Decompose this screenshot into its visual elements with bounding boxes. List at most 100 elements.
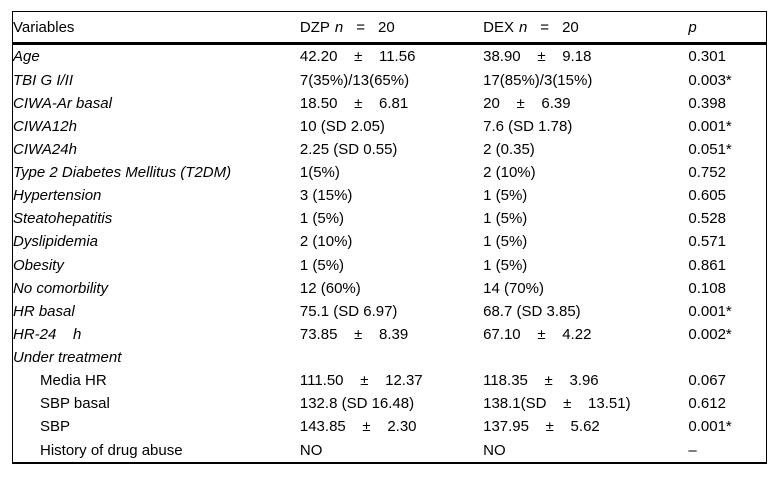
- variable-label: SBP: [40, 418, 71, 436]
- dex-value: 137.95 ± 5.62: [483, 418, 600, 436]
- table-row: CIWA24h 2.25 (SD 0.55) 2 (0.35) 0.051*: [13, 138, 767, 161]
- variable-label: HR-24 h: [13, 325, 82, 343]
- table-row: Age 42.20 ± 11.56 38.90 ± 9.18 0.301: [13, 44, 767, 69]
- variable-label: Steatohepatitis: [13, 210, 113, 228]
- table-row: CIWA-Ar basal 18.50 ± 6.81 20 ± 6.39 0.398: [13, 92, 767, 115]
- dzp-value: 10 (SD 2.05): [299, 117, 385, 135]
- comparison-table: Variables DZP n = 20 DEX n = 20 p Age 42.20 ± 1…: [12, 11, 767, 464]
- dzp-value: 1(5%): [299, 164, 340, 182]
- variable-label: Age: [13, 48, 40, 66]
- dex-value: 2 (10%): [483, 164, 536, 182]
- p-value: 0.571: [688, 233, 726, 251]
- dex-sample-size: 20: [562, 18, 579, 36]
- dzp-value: 2 (10%): [299, 233, 353, 251]
- variable-label: SBP basal: [40, 395, 110, 413]
- dzp-value: 1 (5%): [299, 256, 345, 274]
- variable-label: Type 2 Diabetes Mellitus (T2DM): [13, 164, 232, 182]
- dex-value: 1 (5%): [483, 233, 528, 251]
- dzp-value: 7(35%)/13(65%): [299, 71, 410, 89]
- p-value: 0.067: [688, 372, 726, 390]
- column-header-dex: DEX n = 20: [483, 11, 689, 45]
- dzp-value: 12 (60%): [299, 279, 361, 297]
- dzp-value: NO: [299, 441, 323, 459]
- p-value: 0.001*: [688, 302, 732, 320]
- table-row: SBP 143.85 ± 2.30 137.95 ± 5.62 0.001*: [13, 415, 767, 438]
- variable-label: CIWA-Ar basal: [13, 94, 112, 112]
- table-row: Dyslipidemia 2 (10%) 1 (5%) 0.571: [13, 230, 767, 253]
- p-value: 0.108: [688, 279, 726, 297]
- dzp-value: 2.25 (SD 0.55): [299, 141, 398, 159]
- p-value: [688, 346, 766, 369]
- dex-value: 1 (5%): [483, 187, 528, 205]
- dex-value: 68.7 (SD 3.85): [483, 302, 581, 320]
- table-body: Age 42.20 ± 11.56 38.90 ± 9.18 0.301 TBI G I…: [13, 44, 767, 464]
- dex-value: 138.1(SD ± 13.51): [483, 395, 631, 413]
- table-row: Under treatment: [13, 346, 767, 369]
- table-row: Obesity 1 (5%) 1 (5%) 0.861: [13, 254, 767, 277]
- variable-label: No comorbility: [13, 279, 109, 297]
- p-value: 0.051*: [688, 141, 732, 159]
- variable-label: Obesity: [13, 256, 64, 274]
- table-row: TBI G I/II 7(35%)/13(65%) 17(85%)/3(15%) 0.…: [13, 69, 767, 92]
- p-value: 0.861: [688, 256, 726, 274]
- dex-value: 2 (0.35): [483, 141, 535, 159]
- dex-value: 67.10 ± 4.22: [483, 325, 592, 343]
- table-row: CIWA12h 10 (SD 2.05) 7.6 (SD 1.78) 0.001*: [13, 115, 767, 138]
- table-row: HR basal 75.1 (SD 6.97) 68.7 (SD 3.85) 0.00…: [13, 300, 767, 323]
- p-header-label: p: [688, 18, 697, 36]
- dzp-value: [300, 346, 483, 369]
- dzp-value: 1 (5%): [299, 210, 345, 228]
- dex-value: 20 ± 6.39: [483, 94, 571, 112]
- column-header-p-value: p: [688, 11, 767, 45]
- dzp-sample-size: 20: [377, 18, 395, 36]
- dzp-value: 42.20 ± 11.56: [299, 48, 416, 66]
- variable-label: Hypertension: [13, 187, 102, 205]
- p-value: –: [688, 441, 697, 459]
- variable-label: Dyslipidemia: [13, 233, 99, 251]
- p-value: 0.001*: [688, 418, 732, 436]
- dex-value: 1 (5%): [483, 256, 528, 274]
- p-value: 0.605: [688, 187, 726, 205]
- table-row: Hypertension 3 (15%) 1 (5%) 0.605: [13, 184, 767, 207]
- variable-label: Media HR: [40, 372, 107, 390]
- dex-equals-sign: =: [540, 18, 550, 36]
- table-header: Variables DZP n = 20 DEX n = 20 p: [12, 11, 767, 45]
- dzp-value: 18.50 ± 6.81: [299, 94, 409, 112]
- dex-value: NO: [483, 441, 506, 459]
- table-row: SBP basal 132.8 (SD 16.48) 138.1(SD ± 13.5…: [13, 392, 767, 415]
- table-row: Steatohepatitis 1 (5%) 1 (5%) 0.528: [13, 207, 767, 230]
- dzp-value: 111.50 ± 12.37: [299, 372, 423, 390]
- table-row: History of drug abuse NO NO –: [13, 438, 767, 463]
- dex-value: 17(85%)/3(15%): [483, 71, 593, 89]
- variables-header-label: Variables: [13, 18, 75, 36]
- dzp-value: 75.1 (SD 6.97): [299, 302, 398, 320]
- variable-label: Under treatment: [13, 349, 122, 367]
- p-value: 0.002*: [688, 325, 732, 343]
- column-header-variables: Variables: [12, 11, 300, 45]
- p-value: 0.528: [688, 210, 726, 228]
- dzp-value: 132.8 (SD 16.48): [299, 395, 415, 413]
- dzp-value: 3 (15%): [299, 187, 353, 205]
- variable-label: CIWA12h: [13, 117, 77, 135]
- variable-label: CIWA24h: [13, 141, 77, 159]
- variable-label: TBI G I/II: [13, 71, 74, 89]
- dzp-n-symbol: n: [334, 18, 344, 36]
- dex-group-label: DEX: [483, 18, 514, 36]
- p-value: 0.301: [688, 48, 726, 66]
- variable-label: HR basal: [13, 302, 75, 320]
- table-row: No comorbility 12 (60%) 14 (70%) 0.108: [13, 277, 767, 300]
- table-row: Type 2 Diabetes Mellitus (T2DM) 1(5%) 2 (1…: [13, 161, 767, 184]
- dex-value: 118.35 ± 3.96: [483, 372, 599, 390]
- table-row: HR-24 h 73.85 ± 8.39 67.10 ± 4.22 0.002*: [13, 323, 767, 346]
- column-header-dzp: DZP n = 20: [299, 11, 484, 45]
- p-value: 0.398: [688, 94, 726, 112]
- dzp-value: 143.85 ± 2.30: [299, 418, 417, 436]
- dex-value: 7.6 (SD 1.78): [483, 117, 573, 135]
- variable-label: History of drug abuse: [40, 441, 183, 459]
- dzp-equals-sign: =: [356, 18, 365, 36]
- dzp-value: 73.85 ± 8.39: [299, 325, 409, 343]
- dex-value: 1 (5%): [483, 210, 528, 228]
- header-row: Variables DZP n = 20 DEX n = 20 p: [12, 11, 767, 45]
- dex-value: 14 (70%): [483, 279, 544, 297]
- dzp-group-label: DZP: [299, 18, 330, 36]
